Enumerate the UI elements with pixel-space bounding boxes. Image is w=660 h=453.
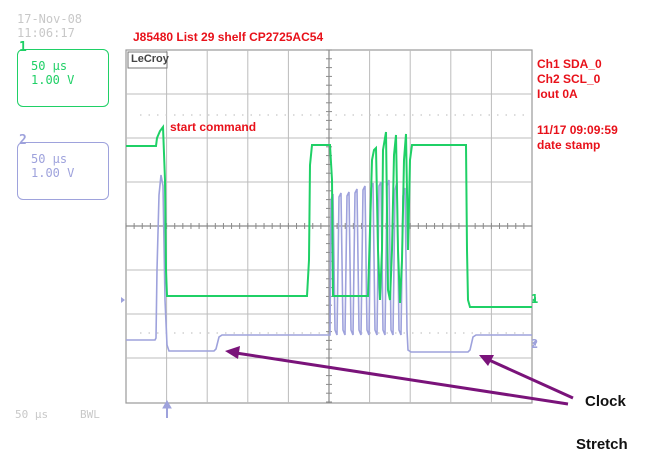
channel-2-timebase: 50 µs [31,152,68,166]
channel-info: Ch1 SDA_0 Ch2 SCL_0 Iout 0A [537,57,602,102]
trigger-position-marker [162,399,172,418]
channel-2-number: 2 [19,133,27,148]
lecroy-logo: LeCroy [131,53,169,65]
status-timebase: 50 µs [15,408,49,421]
channel-2-level-marker [532,340,536,346]
status-bwl: BWL [80,408,100,421]
channel-1-level-marker [532,297,536,303]
time-label: 11:06:17 [17,26,75,40]
channel-1-sda-trace [126,124,532,308]
channel-1-descriptor[interactable]: 50 µs 1.00 V [17,49,109,107]
channel-2-marker-label: 2 [531,337,539,351]
date-label: 17-Nov-08 [17,12,83,26]
info-line-ch2: Ch2 SCL_0 [537,72,601,86]
channel-2-volts: 1.00 V [31,166,75,180]
info-line-ch1: Ch1 SDA_0 [537,57,602,71]
channel-2-scl-trace [126,174,532,353]
info-line-iout: Iout 0A [537,87,578,101]
trigger-level-marker [121,297,125,303]
channel-1-timebase: 50 µs [31,59,68,73]
start-command-annotation: start command [170,120,257,134]
clock-label: Clock [585,393,626,410]
clock-stretch-arrows [225,346,574,406]
date-stamp-block: 11/17 09:09:59 date stamp [537,123,618,153]
channel-1-marker-label: 1 [531,292,539,306]
channel-2-descriptor[interactable]: 50 µs 1.00 V [17,142,109,200]
channel-1-volts: 1.00 V [31,73,75,87]
date-stamp-label: date stamp [537,138,601,152]
capture-title: J85480 List 29 shelf CP2725AC54 [133,30,324,44]
lecroy-logo-frame [127,51,168,69]
stretch-label: Stretch [576,436,628,453]
date-stamp-value: 11/17 09:09:59 [537,123,618,137]
channel-1-number: 1 [19,40,27,55]
